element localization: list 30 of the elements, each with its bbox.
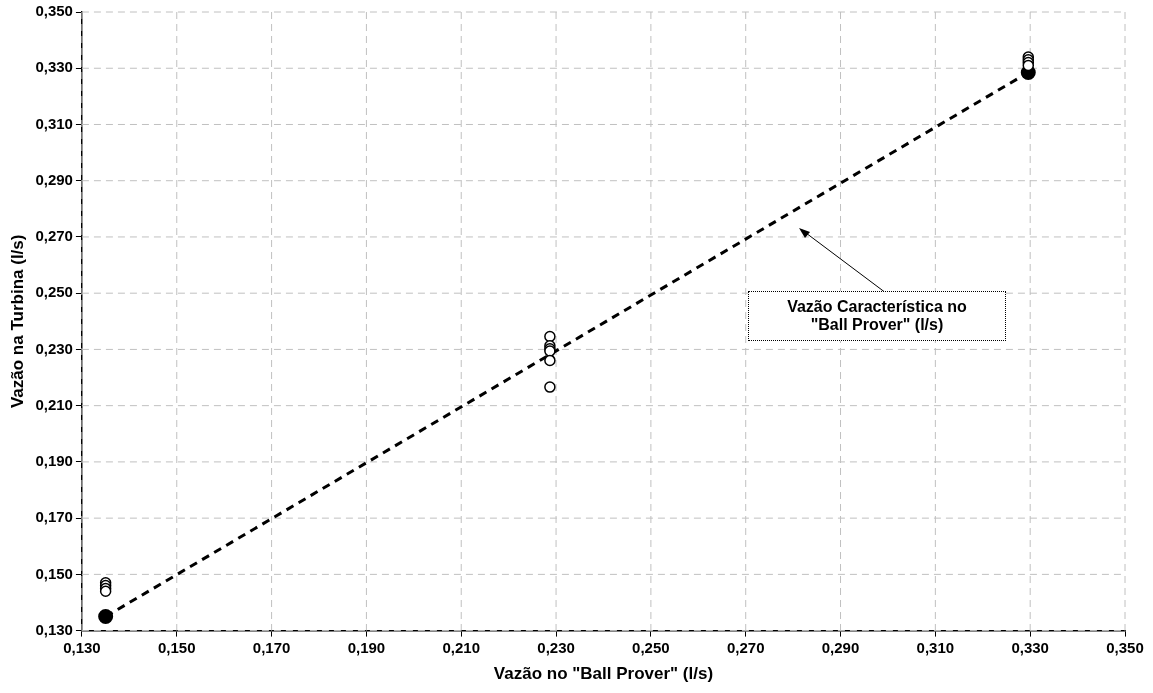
- x-tick-label: 0,350: [1106, 638, 1144, 656]
- y-tick-label: 0,130: [35, 620, 73, 638]
- x-tick-label: 0,330: [1011, 638, 1049, 656]
- y-tick-label: 0,270: [35, 227, 73, 245]
- x-tick-label: 0,270: [726, 638, 765, 656]
- text-box: Vazão Característica no "Ball Prover" (l/s): [748, 291, 1006, 341]
- x-tick-label: 0,230: [537, 638, 575, 656]
- y-axis-title: Vazão na Turbina (l/s): [7, 234, 27, 409]
- point: [544, 381, 556, 393]
- y-tick-label: 0,150: [35, 564, 73, 582]
- point: [98, 609, 114, 625]
- x-tick-label: 0,150: [157, 638, 196, 656]
- y-tick-label: 0,330: [35, 58, 73, 76]
- y-tick-label: 0,170: [35, 508, 73, 526]
- y-tick-label: 0,190: [35, 452, 73, 470]
- y-tick-label: 0,230: [35, 339, 73, 357]
- x-tick-label: 0,210: [442, 638, 481, 656]
- x-tick-label: 0,290: [821, 638, 860, 656]
- x-tick-label: 0,190: [347, 638, 386, 656]
- y-tick-label: 0,290: [35, 170, 73, 188]
- y-tick-label: 0,210: [35, 395, 73, 413]
- x-tick-label: 0,170: [252, 638, 291, 656]
- x-tick-label: 0,310: [916, 638, 955, 656]
- x-axis-title: Vazão no "Ball Prover" (l/s): [493, 664, 714, 684]
- y-tick-label: 0,350: [35, 2, 73, 20]
- x-tick-label: 0,250: [632, 638, 670, 656]
- x-tick-label: 0,130: [63, 638, 101, 656]
- y-tick-label: 0,250: [35, 283, 73, 301]
- point: [544, 354, 556, 367]
- y-tick-label: 0,310: [35, 114, 73, 132]
